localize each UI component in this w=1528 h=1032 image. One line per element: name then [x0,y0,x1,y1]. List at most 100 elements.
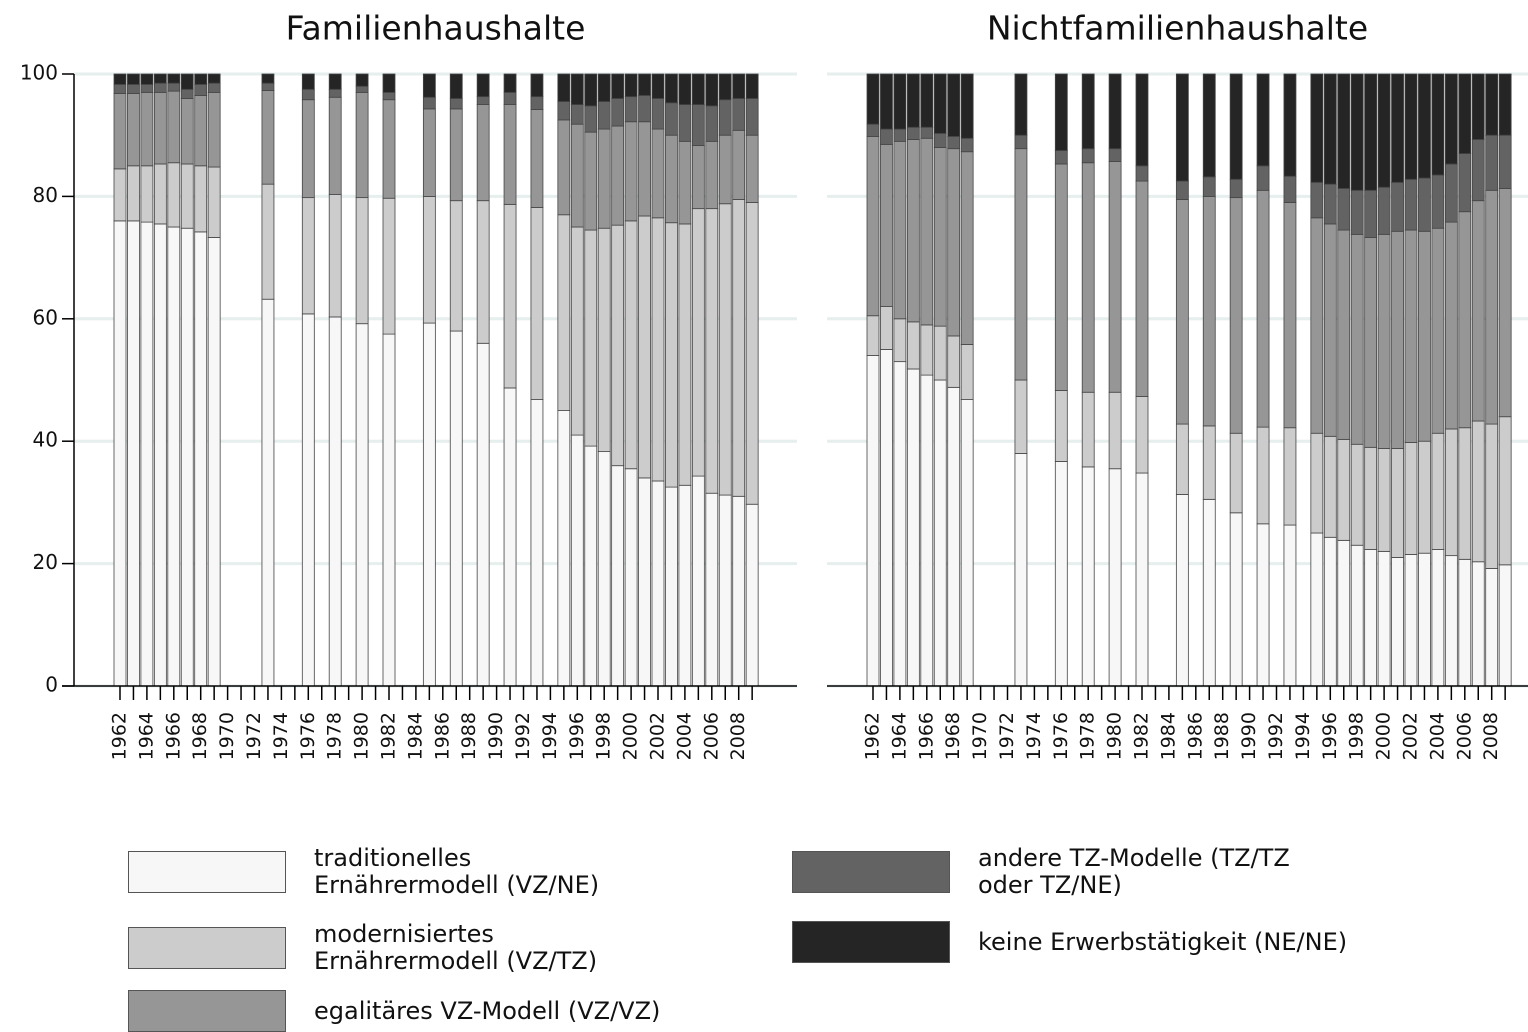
bar-segment [1350,189,1364,235]
x-tick-label: 1962 [862,712,884,760]
bar-segment [732,495,746,687]
bar-segment [638,477,651,687]
bar-segment [611,98,625,127]
bar-segment [718,99,732,136]
bar-segment [382,99,396,199]
bar-segment [1404,442,1418,555]
bar-segment [1310,217,1324,434]
bar-segment [1337,188,1351,231]
x-tick-label: 1996 [1319,712,1341,760]
y-tick-label: 0 [45,673,58,697]
bar-segment [1229,197,1243,434]
x-tick-label: 1966 [915,712,937,760]
bar-segment [530,96,544,110]
x-tick-label: 1978 [1077,712,1099,760]
bar-segment [1485,189,1499,425]
bar-segment [1014,134,1028,150]
x-tick-label: 1966 [162,712,184,760]
bar-segment [893,73,907,130]
bar-segment [611,465,625,687]
x-tick-label: 1994 [1292,712,1314,760]
x-tick-label: 2008 [727,712,749,760]
bar-segment [732,199,746,497]
bar-segment [113,168,127,222]
bar-segment [1418,177,1431,232]
bar-segment [691,475,705,687]
legend-label: traditionelles Ernährermodell (VZ/NE) [314,844,600,899]
bar-segment [947,386,961,687]
bar-segment [1108,468,1122,687]
chart-title: Nichtfamilienhaushalte [987,9,1368,48]
bar-segment [1458,211,1472,429]
bar-segment [207,237,221,687]
bar-segment [651,217,665,482]
bar-segment [1054,150,1068,165]
bar-segment [127,165,140,222]
x-tick-label: 2000 [1373,712,1395,760]
bar-segment [665,222,678,488]
bar-segment [140,91,154,167]
x-tick-label: 1988 [1211,712,1233,760]
bar-segment [665,486,678,687]
bar-segment [127,73,140,85]
bar-segment [1431,227,1445,434]
bar-segment [180,88,194,99]
x-tick-label: 1980 [351,712,373,760]
bar-segment [449,98,463,110]
bar-segment [1404,178,1418,231]
y-tick-label: 100 [20,61,58,85]
bar-segment [1471,73,1485,140]
bar-segment [651,480,665,687]
bar-segment [194,231,208,687]
bar-segment [355,91,369,199]
bar-segment [301,197,315,315]
bar-segment [1256,165,1270,191]
bar-segment [665,134,678,224]
bar-segment [153,73,167,84]
bar-segment [207,166,221,238]
bar-segment [1350,443,1364,546]
bar-segment [906,321,920,370]
bar-segment [691,104,705,147]
bar-segment [866,136,880,317]
bar-segment [893,361,907,687]
legend-label: andere TZ-Modelle (TZ/TZ oder TZ/NE) [978,844,1290,899]
bar-segment [933,325,947,381]
bar-segment [1364,189,1378,238]
bar-segment [718,134,732,205]
bar-segment [893,128,907,142]
bar-segment [1350,544,1364,687]
x-tick-label: 1992 [1265,712,1287,760]
legend-item: modernisiertes Ernährermodell (VZ/TZ) [128,921,597,975]
bar-segment [449,330,463,687]
bar-segment [1377,448,1391,552]
bar-segment [920,374,934,687]
x-tick-label: 1996 [566,712,588,760]
bar-segment [906,139,920,323]
bar-segment [1202,176,1216,197]
x-tick-label: 1964 [135,712,157,760]
bar-segment [933,379,947,687]
bar-segment [1175,494,1189,687]
bar-segment [422,96,436,110]
bar-segment [1444,163,1458,223]
x-tick-label: 1986 [1184,712,1206,760]
bar-segment [167,162,181,228]
bar-segment [153,223,167,687]
bar-segment [745,202,759,505]
x-tick-label: 2002 [1400,712,1422,760]
bar-segment [328,96,342,195]
bar-segment [732,129,746,200]
bar-segment [1108,73,1122,150]
bar-segment [1431,73,1445,176]
bar-segment [718,73,732,101]
bar-segment [1054,460,1068,687]
bar-segment [113,73,127,85]
bar-segment [718,203,732,496]
x-tick-label: 1990 [1238,712,1260,760]
bar-segment [1391,448,1404,558]
bar-segment [476,200,490,344]
legend-item: keine Erwerbstätigkeit (NE/NE) [792,921,1347,963]
